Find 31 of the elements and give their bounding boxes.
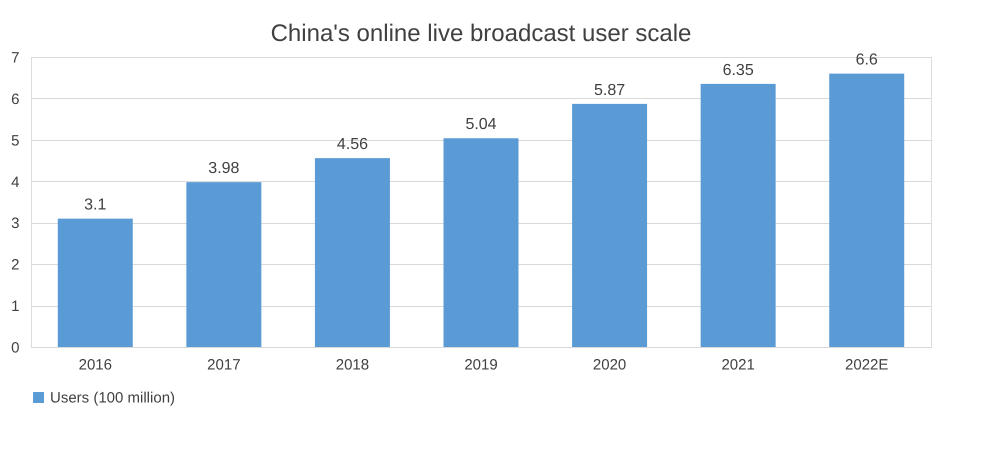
bar [314,158,390,347]
x-tick-label: 2022E [845,356,888,374]
data-label: 4.56 [336,136,368,154]
legend-label: Users (100 million) [50,390,176,406]
y-tick-label: 0 [11,340,20,356]
data-label: 5.04 [465,116,497,134]
x-tick-label: 2019 [464,356,498,374]
y-tick-label: 4 [11,174,20,191]
bar [700,84,776,347]
y-tick-label: 5 [11,132,20,150]
x-tick-label: 2018 [336,356,370,374]
bar [572,104,648,347]
y-tick-label: 1 [11,298,20,316]
data-label: 3.1 [84,196,107,214]
y-tick-label: 6 [11,90,20,108]
data-label: 3.98 [208,160,240,178]
bar [829,74,904,347]
bar [58,218,133,347]
data-label: 6.35 [722,62,754,79]
x-tick-label: 2017 [207,356,241,374]
data-label: 5.87 [594,82,626,99]
y-tick-label: 3 [11,215,20,232]
y-tick-label: 2 [11,256,20,274]
data-label: 6.6 [856,52,878,69]
x-tick-label: 2020 [592,356,626,374]
bar [186,182,262,347]
y-tick-label: 7 [11,50,20,66]
x-tick-label: 2021 [721,356,755,374]
bar [444,138,518,347]
chart-title: China's online live broadcast user scale [270,20,692,47]
x-tick-label: 2016 [78,356,112,374]
